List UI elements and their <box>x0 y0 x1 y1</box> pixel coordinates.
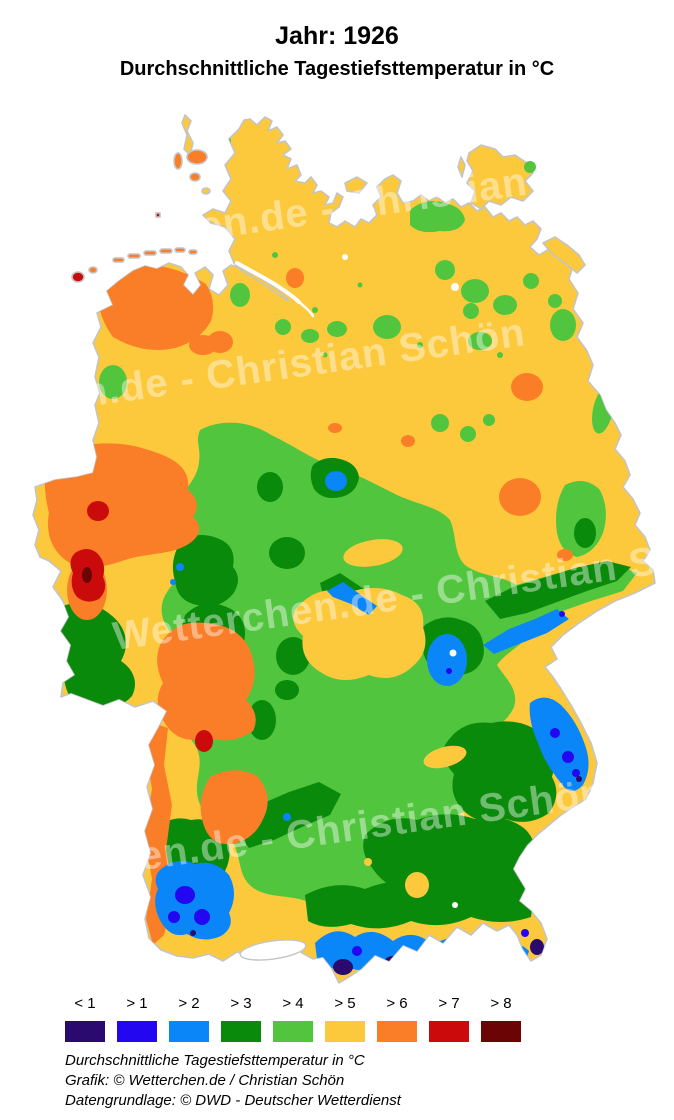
legend-item: > 4 <box>273 995 313 1042</box>
footer-credits: Durchschnittliche Tagestiefsttemperatur … <box>65 1051 401 1111</box>
legend-label: > 1 <box>126 995 148 1012</box>
page-subtitle: Durchschnittliche Tagestiefsttemperatur … <box>119 58 555 80</box>
region-yellow-5deg-pockets <box>293 539 467 898</box>
legend-swatch <box>325 1021 365 1042</box>
legend-item: > 1 <box>117 995 157 1042</box>
legend-item: < 1 <box>65 995 105 1042</box>
legend-swatch <box>221 1021 261 1042</box>
rivers-and-lakes <box>235 254 459 908</box>
temperature-regions <box>44 134 637 975</box>
legend-label: > 6 <box>386 995 408 1012</box>
footer-line-data-source: Datengrundlage: © DWD - Deutscher Wetter… <box>65 1092 401 1109</box>
legend-label: > 2 <box>178 995 200 1012</box>
legend-item: > 2 <box>169 995 209 1042</box>
footer-line-variable: Durchschnittliche Tagestiefsttemperatur … <box>65 1052 365 1069</box>
legend-items: < 1 > 1 > 2 > 3 > 4 > 5 > 6 > 7 > 8 <box>65 995 521 1042</box>
germany-temperature-map: Wetterchen.de - Christian Schön Wetterch… <box>0 114 674 984</box>
legend-swatch <box>169 1021 209 1042</box>
legend-label: > 3 <box>230 995 252 1012</box>
legend-swatch <box>65 1021 105 1042</box>
legend-swatch <box>481 1021 521 1042</box>
legend-label: > 7 <box>438 995 460 1012</box>
legend-swatch <box>117 1021 157 1042</box>
legend-label: < 1 <box>74 995 96 1012</box>
legend-label: > 8 <box>490 995 512 1012</box>
islands <box>71 114 586 283</box>
germany-map-container: Wetterchen.de - Christian Schön Wetterch… <box>0 105 674 985</box>
legend-item: > 8 <box>481 995 521 1042</box>
legend-item: > 6 <box>377 995 417 1042</box>
legend-label: > 5 <box>334 995 356 1012</box>
legend-label: > 4 <box>282 995 304 1012</box>
legend-item: > 3 <box>221 995 261 1042</box>
legend-item: > 5 <box>325 995 365 1042</box>
footer-line-graphic-credit: Grafik: © Wetterchen.de / Christian Schö… <box>65 1072 345 1089</box>
legend-item: > 7 <box>429 995 469 1042</box>
legend-swatch <box>273 1021 313 1042</box>
legend-swatch <box>429 1021 469 1042</box>
page-title: Jahr: 1926 <box>275 22 399 50</box>
legend-swatch <box>377 1021 417 1042</box>
lake-constance <box>239 939 307 961</box>
